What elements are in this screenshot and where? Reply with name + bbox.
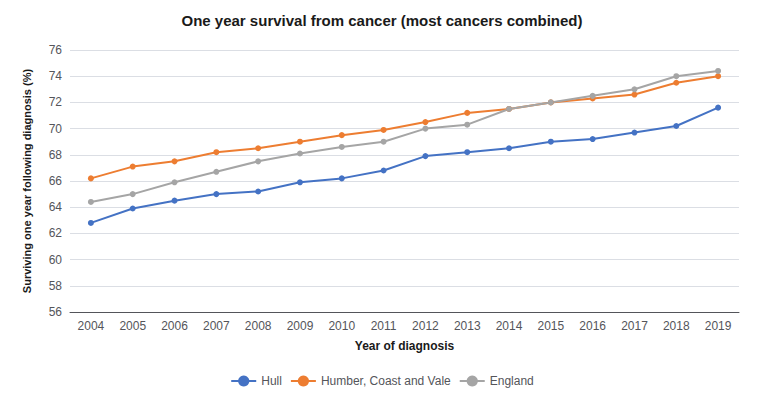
svg-text:2017: 2017 (621, 319, 648, 333)
svg-text:2012: 2012 (412, 319, 439, 333)
svg-text:2009: 2009 (287, 319, 314, 333)
svg-text:2011: 2011 (371, 319, 397, 333)
svg-text:2005: 2005 (119, 319, 146, 333)
svg-text:Humber, Coast and Vale: Humber, Coast and Vale (321, 374, 451, 388)
svg-text:56: 56 (49, 305, 63, 319)
svg-text:2006: 2006 (161, 319, 188, 333)
svg-text:Hull: Hull (261, 374, 282, 388)
svg-text:2019: 2019 (705, 319, 732, 333)
svg-text:72: 72 (49, 95, 63, 109)
svg-text:58: 58 (49, 279, 63, 293)
svg-text:2004: 2004 (78, 319, 105, 333)
svg-text:66: 66 (49, 174, 63, 188)
svg-text:64: 64 (49, 200, 63, 214)
svg-text:76: 76 (49, 43, 63, 57)
svg-text:60: 60 (49, 253, 63, 267)
svg-text:2013: 2013 (454, 319, 481, 333)
svg-text:2010: 2010 (328, 319, 355, 333)
svg-text:70: 70 (49, 122, 63, 136)
svg-text:2015: 2015 (537, 319, 564, 333)
svg-text:One year survival from cancer: One year survival from cancer (most canc… (182, 12, 583, 29)
svg-text:Year of diagnosis: Year of diagnosis (355, 339, 455, 353)
svg-text:74: 74 (49, 69, 63, 83)
svg-text:68: 68 (49, 148, 63, 162)
svg-text:England: England (490, 374, 534, 388)
svg-text:2014: 2014 (496, 319, 523, 333)
svg-text:62: 62 (49, 226, 63, 240)
svg-text:Surviving one year following d: Surviving one year following diagnosis (… (21, 69, 33, 294)
svg-text:2018: 2018 (663, 319, 690, 333)
svg-text:2016: 2016 (579, 319, 606, 333)
svg-text:2008: 2008 (245, 319, 272, 333)
svg-text:2007: 2007 (203, 319, 230, 333)
